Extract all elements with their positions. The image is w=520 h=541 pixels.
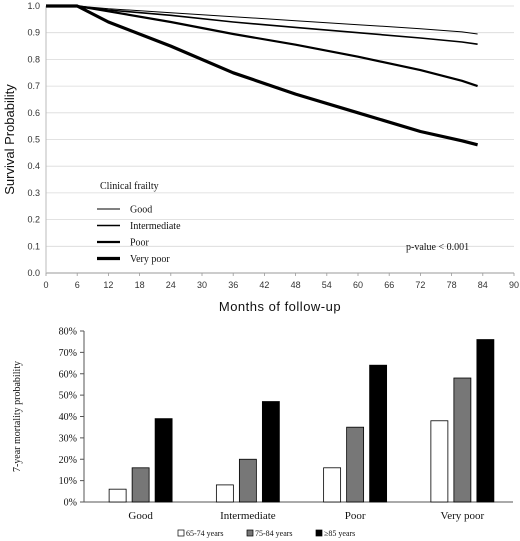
x-tick-label: 72 (415, 280, 425, 290)
bar-very-poor-series-2 (476, 339, 495, 503)
x-tick-label: 18 (135, 280, 145, 290)
bar-very-poor-series-0 (430, 420, 449, 503)
x-tick-label: 24 (166, 280, 176, 290)
y-tick-label: 0.7 (27, 81, 40, 91)
x-tick-label: 30 (197, 280, 207, 290)
bar-good-series-2 (154, 418, 173, 503)
y-tick-label: 0.3 (27, 188, 40, 198)
legend-label: 75-84 years (255, 529, 293, 538)
x-tick-label: 36 (228, 280, 238, 290)
y-tick-label: 1.0 (27, 1, 40, 11)
legend-title: Clinical frailty (100, 181, 159, 192)
bar-poor-series-2 (369, 364, 388, 503)
y-axis-title: Survival Probability (2, 84, 17, 195)
legend-label: ≥85 years (324, 529, 355, 538)
series-line-poor (46, 4, 478, 88)
legend-swatch (177, 529, 185, 537)
survival-chart: 0.0 0.1 0.2 0.3 0.4 0.5 0.6 0.7 0.8 0.9 1.0 0 6 12 18 2… (2, 1, 519, 314)
y-tick-label: 60% (59, 369, 77, 380)
y-tick-label: 30% (59, 433, 77, 444)
x-axis-title: Months of follow-up (219, 299, 341, 314)
y-tick-label: 70% (59, 348, 77, 359)
legend-label: 65-74 years (186, 529, 224, 538)
bar-intermediate-series-2 (261, 401, 280, 503)
y-tick-label: 0.1 (27, 241, 40, 251)
y-tick-label: 20% (59, 455, 77, 466)
legend-label: Good (130, 205, 152, 216)
y-tick-label: 0.0 (27, 268, 40, 278)
y-tick-label: 10% (59, 476, 77, 487)
x-tick-label: 48 (291, 280, 301, 290)
bar-good-series-1 (131, 467, 150, 503)
y-tick-label: 0.4 (27, 161, 40, 171)
bar-poor-series-0 (323, 467, 342, 503)
category-label: Intermediate (220, 510, 276, 522)
y-tick-label: 0.8 (27, 54, 40, 64)
bar-poor-series-1 (346, 426, 365, 503)
legend-swatch (246, 529, 254, 537)
y-tick-label: 0.6 (27, 108, 40, 118)
legend-swatch (315, 529, 323, 537)
x-tick-label: 66 (384, 280, 394, 290)
category-label: Poor (345, 510, 366, 522)
x-tick-label: 42 (259, 280, 269, 290)
y-tick-label: 0% (64, 498, 77, 509)
category-label: Good (128, 510, 153, 522)
x-tick-label: 84 (478, 280, 488, 290)
p-value-annotation: p-value < 0.001 (406, 242, 469, 253)
category-label: Very poor (441, 510, 485, 522)
y-tick-label: 0.5 (27, 135, 40, 145)
y-axis-title: 7-year mortality probability (12, 361, 23, 472)
x-tick-label: 78 (447, 280, 457, 290)
bar-good-series-0 (108, 488, 127, 503)
series-line-very-poor (46, 4, 478, 147)
x-tick-label: 90 (509, 280, 519, 290)
legend-label: Intermediate (130, 221, 181, 232)
x-tick-label: 54 (322, 280, 332, 290)
legend-label: Very poor (130, 254, 170, 265)
y-tick-label: 40% (59, 412, 77, 423)
bar-intermediate-series-1 (238, 458, 257, 503)
y-tick-label: 80% (59, 327, 77, 338)
x-tick-label: 0 (43, 280, 48, 290)
y-tick-label: 0.2 (27, 215, 40, 225)
bar-intermediate-series-0 (215, 484, 234, 503)
bar-very-poor-series-1 (453, 377, 472, 503)
mortality-bar-chart: 0% 10% 20% 30% 40% 50% 60% 70% 80% 7-year mortali… (12, 327, 513, 538)
y-tick-label: 0.9 (27, 28, 40, 38)
x-tick-label: 6 (75, 280, 80, 290)
x-tick-label: 60 (353, 280, 363, 290)
y-tick-label: 50% (59, 391, 77, 402)
x-tick-label: 12 (103, 280, 113, 290)
legend-label: Poor (130, 238, 150, 249)
